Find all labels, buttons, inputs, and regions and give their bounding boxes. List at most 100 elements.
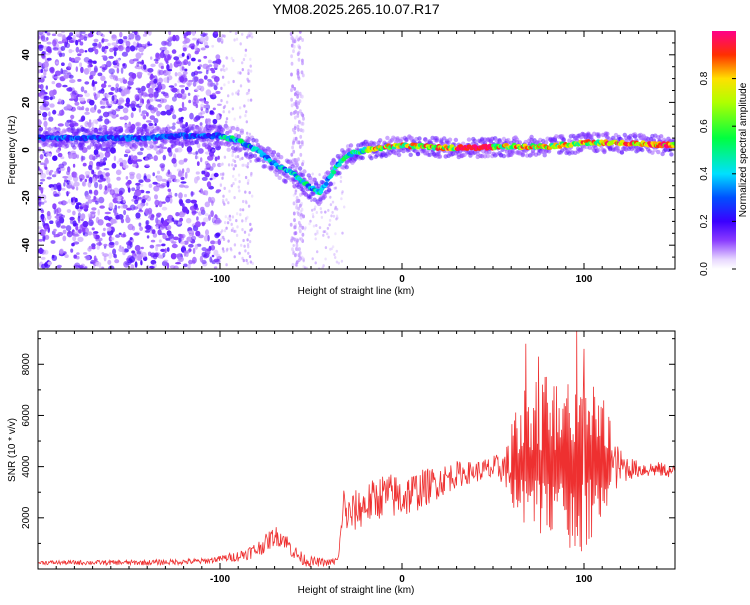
spectrogram-noise-cell — [132, 163, 138, 168]
spectrogram-noise-cell — [49, 220, 54, 224]
spectrogram-noise-cell — [314, 232, 317, 236]
spectrogram-noise-cell — [198, 112, 203, 116]
spectrogram-noise-cell — [55, 82, 62, 88]
spectrogram-noise-cell — [43, 75, 47, 79]
spectrogram-noise-cell — [180, 181, 187, 184]
spectrogram-noise-cell — [74, 262, 81, 269]
spectrogram-noise-cell — [334, 256, 337, 259]
spectrogram-noise-cell — [291, 127, 295, 132]
spectrogram-noise-cell — [184, 193, 187, 198]
spectrogram-noise-cell — [163, 259, 169, 262]
spectrogram-noise-cell — [242, 57, 246, 62]
spectrogram-noise-cell — [141, 63, 144, 71]
spectrogram-noise-cell — [52, 203, 57, 210]
snr-xtick-label: 0 — [399, 574, 405, 585]
spectrogram-band-cell — [207, 142, 212, 147]
spectrogram-band-cell — [404, 138, 409, 143]
spectrogram-noise-cell — [89, 99, 95, 106]
spectrogram-band-cell — [80, 142, 86, 147]
spectrogram-noise-cell — [222, 64, 225, 68]
spectrogram-noise-cell — [318, 173, 321, 177]
spectrogram-noise-cell — [61, 52, 65, 57]
spectrogram-band-cell — [86, 145, 92, 150]
spectrogram-noise-cell — [103, 168, 110, 171]
spectrogram-noise-cell — [236, 155, 240, 159]
spectrogram-noise-cell — [199, 122, 203, 126]
spectrogram-noise-cell — [166, 230, 172, 237]
spectrogram-noise-cell — [145, 202, 149, 206]
spectrogram-noise-cell — [96, 163, 100, 170]
spectrogram-noise-cell — [237, 71, 240, 75]
spectrogram-noise-cell — [120, 218, 124, 224]
spectrogram-panel: -100 0 100 -40 -20 0 20 40 Height of straight l… — [7, 30, 676, 297]
spectrogram-noise-cell — [107, 183, 112, 189]
spectrogram-noise-cell — [243, 230, 247, 234]
spectrogram-noise-cell — [204, 201, 210, 208]
spectrogram-noise-cell — [301, 73, 305, 78]
spectrogram-noise-cell — [163, 49, 170, 55]
spectrogram-band-cell — [47, 127, 52, 132]
spectrogram-noise-cell — [302, 214, 305, 219]
spectrogram-noise-cell — [203, 75, 208, 80]
spectrogram-band-cell — [236, 142, 242, 147]
spectrogram-noise-cell — [80, 155, 84, 162]
spectrogram-noise-cell — [134, 199, 139, 205]
spectrogram-noise-cell — [73, 171, 78, 179]
spectrogram-noise-cell — [196, 40, 200, 46]
spectrogram-noise-cell — [206, 181, 212, 188]
spectrogram-noise-cell — [314, 237, 317, 241]
spectrogram-xlabel: Height of straight line (km) — [298, 286, 415, 297]
spectrogram-noise-cell — [297, 157, 300, 162]
spectrogram-noise-cell — [83, 36, 88, 41]
spectrogram-noise-cell — [197, 148, 204, 154]
spectrogram-noise-cell — [83, 90, 88, 94]
spectrogram-noise-cell — [89, 107, 97, 113]
spectrogram-noise-cell — [138, 222, 142, 227]
spectrogram-noise-cell — [65, 191, 71, 195]
spectrogram-band-cell — [517, 140, 523, 145]
spectrogram-noise-cell — [316, 231, 319, 235]
spectrogram-noise-cell — [335, 260, 339, 264]
spectrogram-noise-cell — [219, 172, 223, 176]
spectrogram-band-cell — [466, 137, 472, 142]
spectrogram-noise-cell — [69, 216, 75, 221]
spectrogram-noise-cell — [195, 150, 198, 155]
spectrogram-band-cell — [51, 127, 57, 132]
spectrogram-noise-cell — [113, 254, 117, 259]
spectrogram-noise-cell — [180, 88, 185, 94]
spectrogram-noise-cell — [247, 233, 251, 237]
spectrogram-noise-cell — [199, 36, 206, 43]
spectrogram-noise-cell — [195, 87, 200, 92]
spectrogram-noise-cell — [191, 71, 196, 77]
spectrogram-noise-cell — [175, 262, 182, 265]
spectrogram-noise-cell — [223, 83, 226, 87]
spectrogram-noise-cell — [291, 84, 294, 89]
spectrogram-noise-cell — [194, 44, 198, 52]
spectrogram-band-cell — [228, 129, 233, 134]
spectrogram-noise-cell — [293, 86, 297, 91]
spectrogram-noise-cell — [185, 86, 189, 91]
spectrogram-band-cell — [111, 142, 116, 147]
spectrogram-noise-cell — [234, 177, 237, 182]
spectrogram-noise-cell — [61, 187, 66, 191]
spectrogram-noise-cell — [99, 205, 105, 209]
spectrogram-noise-cell — [96, 118, 103, 122]
spectrogram-noise-cell — [111, 95, 115, 102]
spectrogram-noise-cell — [94, 48, 99, 55]
spectrogram-noise-cell — [312, 215, 315, 219]
spectrogram-band-cell — [143, 143, 148, 148]
spectrogram-noise-cell — [74, 101, 80, 106]
spectrogram-noise-cell — [301, 225, 305, 230]
spectrogram-noise-cell — [122, 250, 126, 256]
spectrogram-noise-cell — [155, 245, 159, 252]
spectrogram-noise-cell — [160, 164, 165, 172]
spectrogram-noise-cell — [139, 184, 144, 187]
spectrogram-noise-cell — [195, 230, 201, 237]
spectrogram-noise-cell — [109, 241, 115, 246]
spectrogram-noise-cell — [316, 250, 319, 254]
spectrogram-noise-cell — [82, 181, 85, 186]
spectrogram-noise-cell — [111, 34, 118, 41]
spectrogram-noise-cell — [141, 59, 144, 65]
spectrogram-noise-cell — [153, 58, 159, 62]
spectrogram-noise-cell — [324, 246, 328, 250]
